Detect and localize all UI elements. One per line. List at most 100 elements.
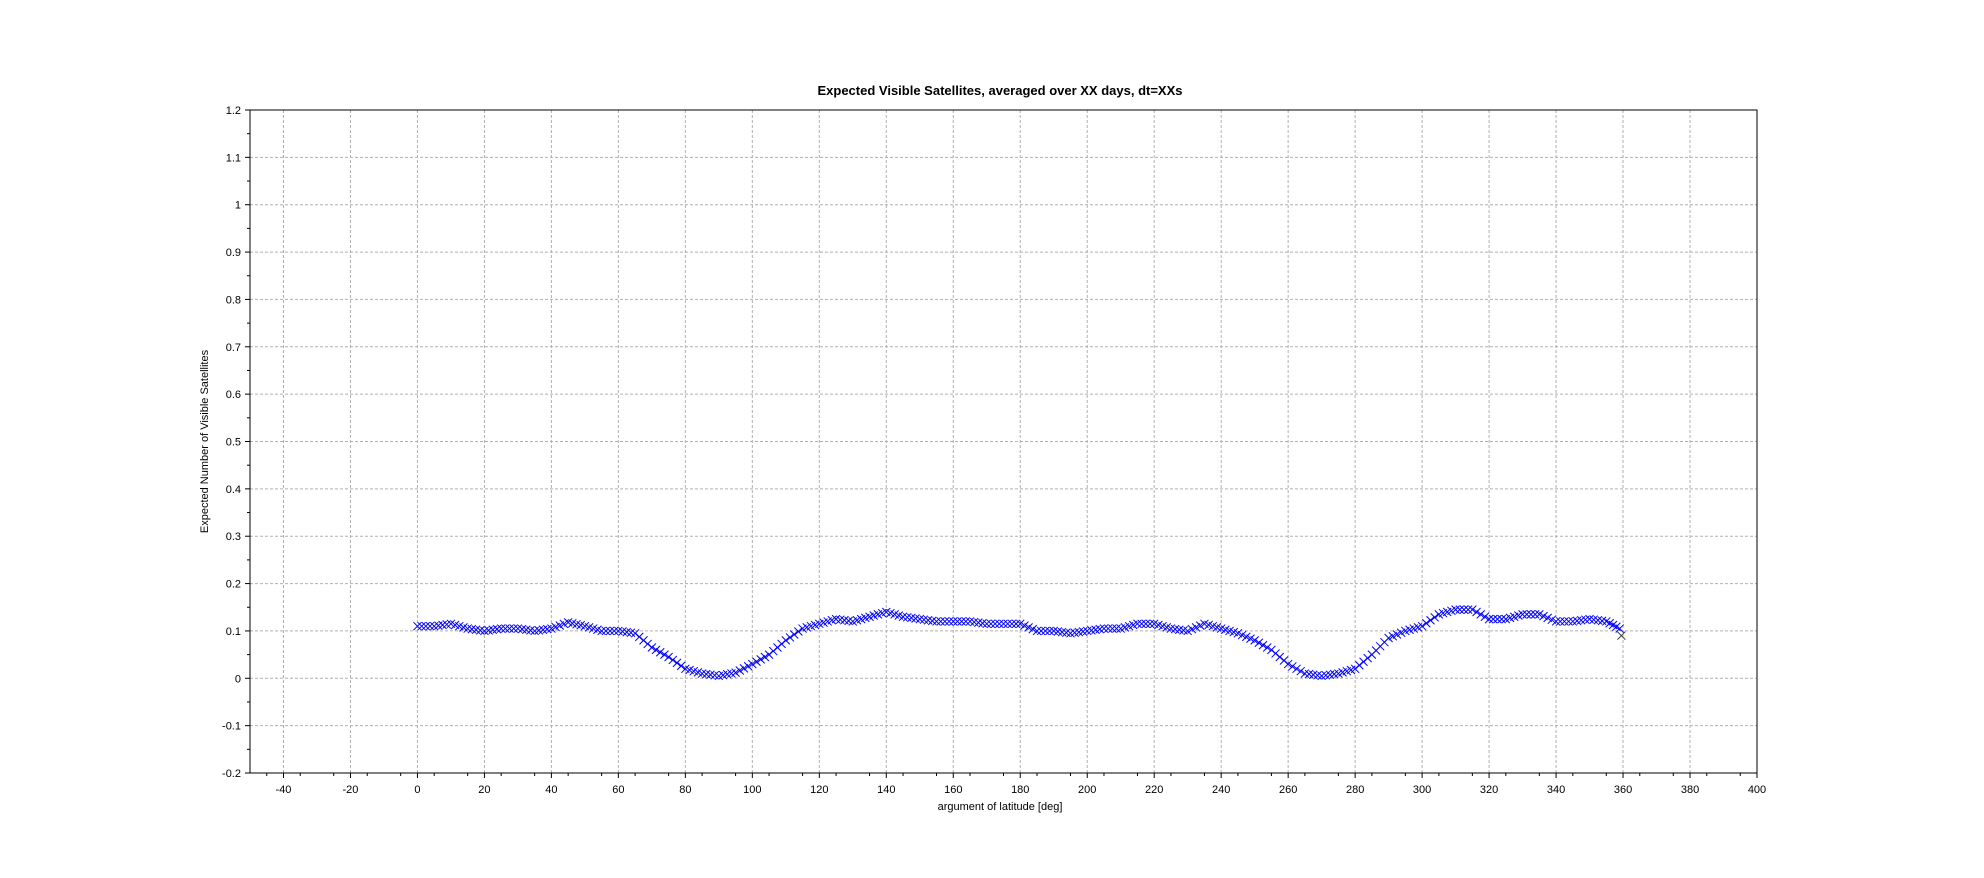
data-point bbox=[944, 617, 954, 626]
data-point bbox=[907, 613, 916, 623]
data-point bbox=[1313, 670, 1322, 680]
x-axis-label: argument of latitude [deg] bbox=[938, 801, 1063, 813]
data-point bbox=[538, 625, 548, 635]
data-point bbox=[509, 624, 519, 633]
data-point bbox=[999, 619, 1008, 629]
data-point bbox=[1476, 610, 1486, 619]
data-point bbox=[936, 617, 946, 626]
data-point bbox=[1493, 614, 1502, 624]
data-point bbox=[1568, 617, 1578, 626]
data-point bbox=[1028, 624, 1038, 634]
data-point bbox=[1304, 669, 1314, 679]
y-tick-label: 0.2 bbox=[226, 579, 241, 591]
data-point bbox=[1195, 621, 1205, 630]
data-point bbox=[794, 627, 803, 636]
x-tick-label: 300 bbox=[1413, 784, 1431, 796]
data-point bbox=[1141, 619, 1151, 629]
data-point bbox=[442, 620, 452, 629]
data-point bbox=[1128, 620, 1138, 630]
x-tick-label: 280 bbox=[1346, 784, 1364, 796]
x-tick-label: 140 bbox=[877, 784, 895, 796]
data-point bbox=[877, 608, 887, 618]
data-point bbox=[990, 619, 1000, 629]
data-point bbox=[1296, 666, 1306, 676]
data-point bbox=[1007, 619, 1017, 629]
x-tick-label: 220 bbox=[1145, 784, 1163, 796]
data-point bbox=[500, 624, 510, 633]
x-tick-label: 120 bbox=[810, 784, 828, 796]
x-tick-label: -20 bbox=[343, 784, 359, 796]
data-point bbox=[827, 615, 837, 625]
data-point bbox=[706, 670, 715, 680]
data-point bbox=[601, 626, 611, 636]
data-point bbox=[1522, 610, 1532, 619]
data-point bbox=[1170, 624, 1180, 634]
data-point bbox=[1145, 619, 1155, 629]
data-point bbox=[756, 654, 766, 664]
data-point bbox=[1329, 669, 1339, 679]
data-point bbox=[1087, 625, 1096, 635]
data-point bbox=[953, 617, 962, 626]
data-point bbox=[752, 657, 761, 667]
data-point bbox=[986, 619, 996, 629]
data-point bbox=[1480, 612, 1490, 622]
y-tick-label: 0.1 bbox=[226, 626, 241, 638]
data-point bbox=[660, 650, 669, 659]
data-point bbox=[676, 661, 686, 671]
y-tick-label: 0.9 bbox=[226, 247, 241, 259]
y-tick-label: 1 bbox=[235, 200, 241, 212]
data-point bbox=[940, 617, 950, 626]
data-point bbox=[1045, 626, 1054, 636]
data-point bbox=[664, 652, 673, 662]
data-point bbox=[735, 666, 745, 675]
data-point bbox=[534, 625, 544, 635]
data-point bbox=[1589, 615, 1599, 625]
data-point bbox=[1484, 614, 1494, 624]
data-point bbox=[438, 620, 447, 630]
data-point bbox=[1463, 605, 1473, 614]
x-tick-label: 60 bbox=[612, 784, 624, 796]
data-point bbox=[1380, 637, 1389, 647]
data-point bbox=[739, 663, 749, 673]
data-point-outlier bbox=[1617, 631, 1626, 641]
data-point bbox=[1488, 614, 1498, 624]
data-point bbox=[505, 624, 514, 633]
data-point bbox=[785, 633, 795, 642]
y-tick-label: -0.2 bbox=[222, 768, 241, 780]
chart-title: Expected Visible Satellites, averaged ov… bbox=[817, 83, 1182, 98]
data-point bbox=[672, 658, 682, 668]
data-point bbox=[521, 625, 531, 635]
data-point bbox=[609, 626, 619, 636]
data-point bbox=[1070, 628, 1080, 638]
data-point bbox=[651, 645, 661, 655]
data-point bbox=[1585, 614, 1594, 624]
data-points bbox=[413, 605, 1626, 681]
data-point bbox=[1262, 643, 1272, 652]
data-point bbox=[1421, 618, 1431, 628]
data-point bbox=[618, 627, 627, 636]
data-point bbox=[488, 625, 498, 635]
x-tick-label: 260 bbox=[1279, 784, 1297, 796]
data-point bbox=[1497, 614, 1507, 624]
data-point bbox=[1246, 634, 1255, 643]
data-point bbox=[475, 625, 485, 635]
data-point bbox=[1346, 665, 1356, 675]
data-point bbox=[1229, 627, 1239, 637]
data-point bbox=[1526, 610, 1536, 619]
data-point bbox=[927, 616, 937, 626]
data-point bbox=[643, 639, 653, 649]
data-point bbox=[1091, 625, 1100, 635]
x-tick-label: 100 bbox=[743, 784, 761, 796]
data-point bbox=[982, 619, 992, 629]
data-point bbox=[1467, 605, 1477, 614]
data-point bbox=[902, 612, 912, 622]
data-point bbox=[1112, 624, 1121, 633]
data-point bbox=[1174, 625, 1184, 635]
data-point bbox=[978, 618, 987, 628]
data-point bbox=[1003, 619, 1013, 629]
data-point bbox=[1279, 656, 1289, 665]
data-point bbox=[1576, 615, 1586, 625]
data-point bbox=[1061, 628, 1071, 638]
data-point bbox=[471, 625, 481, 635]
